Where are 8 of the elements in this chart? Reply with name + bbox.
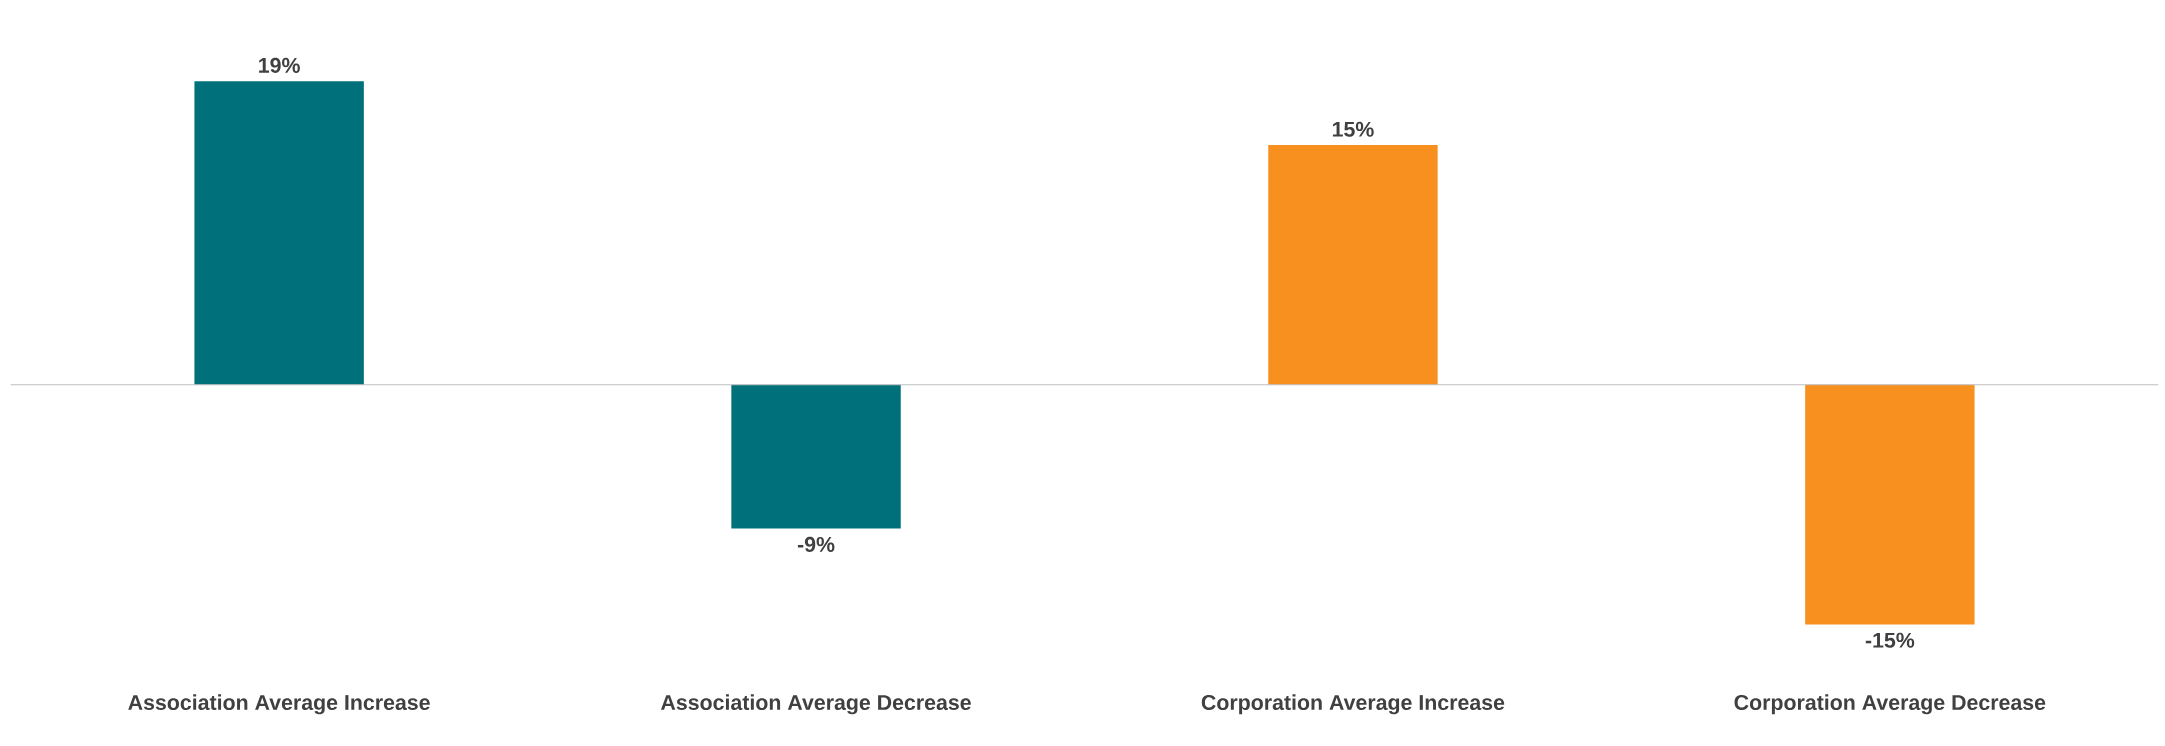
data-label: 15% (1332, 121, 1374, 137)
x-tick-label: Association Average Decrease (660, 694, 971, 715)
x-tick-label: Corporation Average Decrease (1734, 694, 2046, 715)
x-tick-label: Association Average Increase (128, 694, 430, 715)
data-label: 19% (259, 57, 300, 74)
x-tick-label: Corporation Average Increase (1201, 694, 1505, 715)
data-label: -15% (1865, 632, 1915, 648)
data-label: -9% (797, 537, 835, 553)
